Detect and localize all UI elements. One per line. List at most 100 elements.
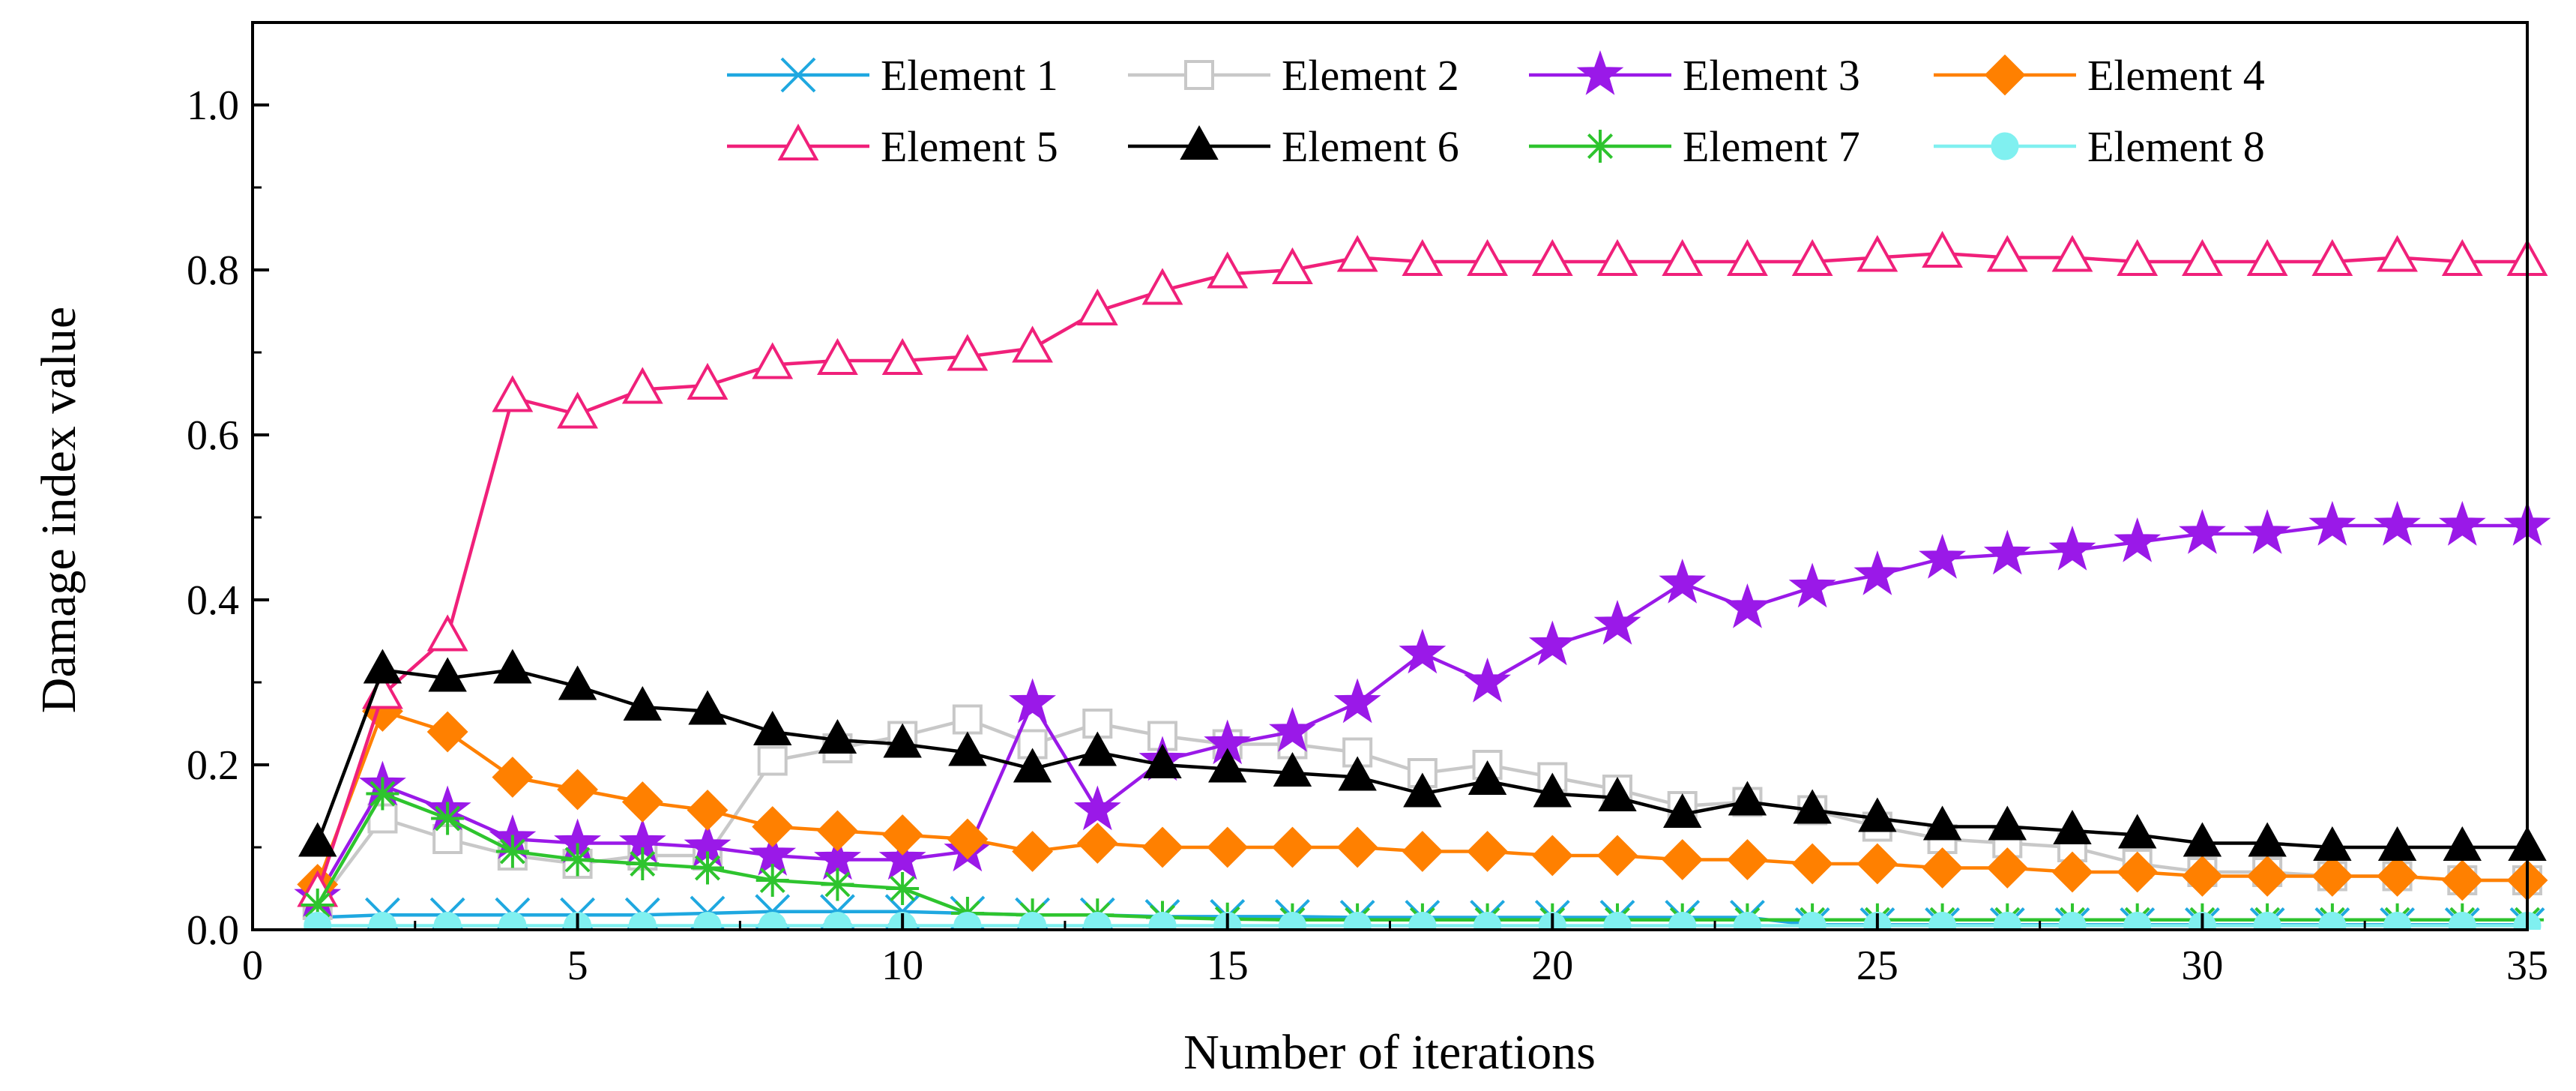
data-point: [1663, 793, 1702, 828]
data-point: [1531, 835, 1573, 877]
data-point: [557, 391, 598, 429]
data-point: [2048, 525, 2096, 571]
data-point: [621, 367, 663, 404]
data-point: [1798, 912, 1827, 930]
data-point: [1986, 235, 2028, 272]
data-point: [1076, 823, 1118, 864]
data-point: [1402, 238, 1444, 276]
data-point: [621, 781, 663, 823]
data-point: [2377, 856, 2418, 897]
data-point: [1272, 247, 1313, 284]
data-point: [2114, 517, 2162, 562]
plot-area: [253, 22, 2527, 930]
data-point: [2318, 912, 2347, 930]
data-point: [428, 657, 467, 692]
legend-marker: [1184, 60, 1214, 90]
legend-label: Element 3: [1683, 51, 1860, 100]
data-point: [2248, 822, 2287, 857]
data-point: [1727, 238, 1768, 276]
data-point: [1727, 839, 1768, 880]
data-point: [1468, 760, 1507, 795]
y-tick-label: 0.8: [187, 247, 239, 294]
data-point: [1333, 678, 1381, 724]
data-point: [1083, 912, 1111, 930]
legend-marker: [777, 123, 819, 160]
data-point: [1076, 288, 1118, 325]
data-point: [366, 777, 399, 811]
x-tick-label: 30: [2181, 943, 2223, 989]
data-point: [1143, 743, 1182, 778]
data-point: [2246, 856, 2288, 897]
data-point: [558, 665, 597, 700]
data-point: [1013, 748, 1052, 783]
data-point: [1012, 325, 1053, 363]
legend-label: Element 7: [1683, 122, 1860, 171]
data-point: [1788, 562, 1836, 608]
data-point: [1148, 912, 1177, 930]
data-point: [2311, 238, 2353, 276]
data-point: [2051, 851, 2093, 893]
data-point: [1528, 620, 1576, 666]
legend-label: Element 1: [881, 51, 1058, 100]
data-point: [2311, 856, 2353, 897]
data-point: [1993, 912, 2021, 930]
data-point: [1207, 251, 1249, 289]
data-point: [1336, 235, 1378, 272]
data-point: [2438, 500, 2486, 546]
legend-marker: [1991, 132, 2019, 160]
data-point: [691, 851, 724, 885]
data-point: [2183, 822, 2222, 857]
data-point: [1141, 268, 1183, 305]
data-point: [2182, 238, 2223, 276]
data-point: [952, 704, 983, 735]
data-point: [2246, 238, 2288, 276]
x-tick-label: 20: [1531, 943, 1573, 989]
data-point: [1208, 748, 1247, 783]
series-layer: [294, 230, 2551, 930]
data-point: [1986, 847, 2028, 889]
data-point: [2051, 235, 2093, 272]
data-point: [1272, 826, 1313, 868]
data-point: [818, 718, 857, 754]
data-point: [1596, 238, 1638, 276]
x-tick-label: 35: [2506, 943, 2548, 989]
data-point: [368, 912, 396, 930]
y-tick-label: 0.4: [187, 577, 239, 624]
x-axis-title: Number of iterations: [1183, 1025, 1596, 1080]
data-point: [2058, 912, 2087, 930]
data-point: [1791, 238, 1833, 276]
axes: 0 5 10 15 20 25 30 35 0.0 0.2 0.4 0.6 0.8 1.0: [187, 21, 2548, 989]
data-point: [301, 889, 334, 922]
data-point: [1073, 785, 1121, 831]
data-point: [758, 912, 787, 930]
data-point: [1598, 776, 1637, 811]
data-point: [1919, 533, 1966, 579]
legend-label: Element 2: [1282, 51, 1459, 100]
data-point: [628, 912, 657, 930]
data-point: [1593, 599, 1641, 645]
data-point: [817, 337, 858, 375]
data-point: [1728, 781, 1767, 816]
data-point: [1336, 826, 1378, 868]
data-point: [1408, 912, 1437, 930]
data-point: [953, 912, 982, 930]
data-point: [1467, 831, 1508, 872]
data-point: [881, 337, 923, 375]
data-point: [687, 362, 729, 400]
x-tick-label: 15: [1207, 943, 1249, 989]
series-5: [297, 230, 2548, 907]
data-point: [752, 806, 794, 847]
y-tick-label: 0.2: [187, 742, 239, 789]
data-point: [1603, 912, 1632, 930]
data-point: [1343, 912, 1372, 930]
data-point: [2179, 508, 2226, 554]
legend-entry: Element 6: [1128, 122, 1459, 171]
legend-marker: [1576, 49, 1624, 95]
data-point: [1078, 731, 1117, 766]
data-point: [1662, 238, 1704, 276]
data-point: [753, 710, 792, 745]
data-point: [1012, 831, 1053, 872]
data-point: [1922, 230, 1963, 268]
legend-entry: Element 3: [1529, 49, 1860, 100]
